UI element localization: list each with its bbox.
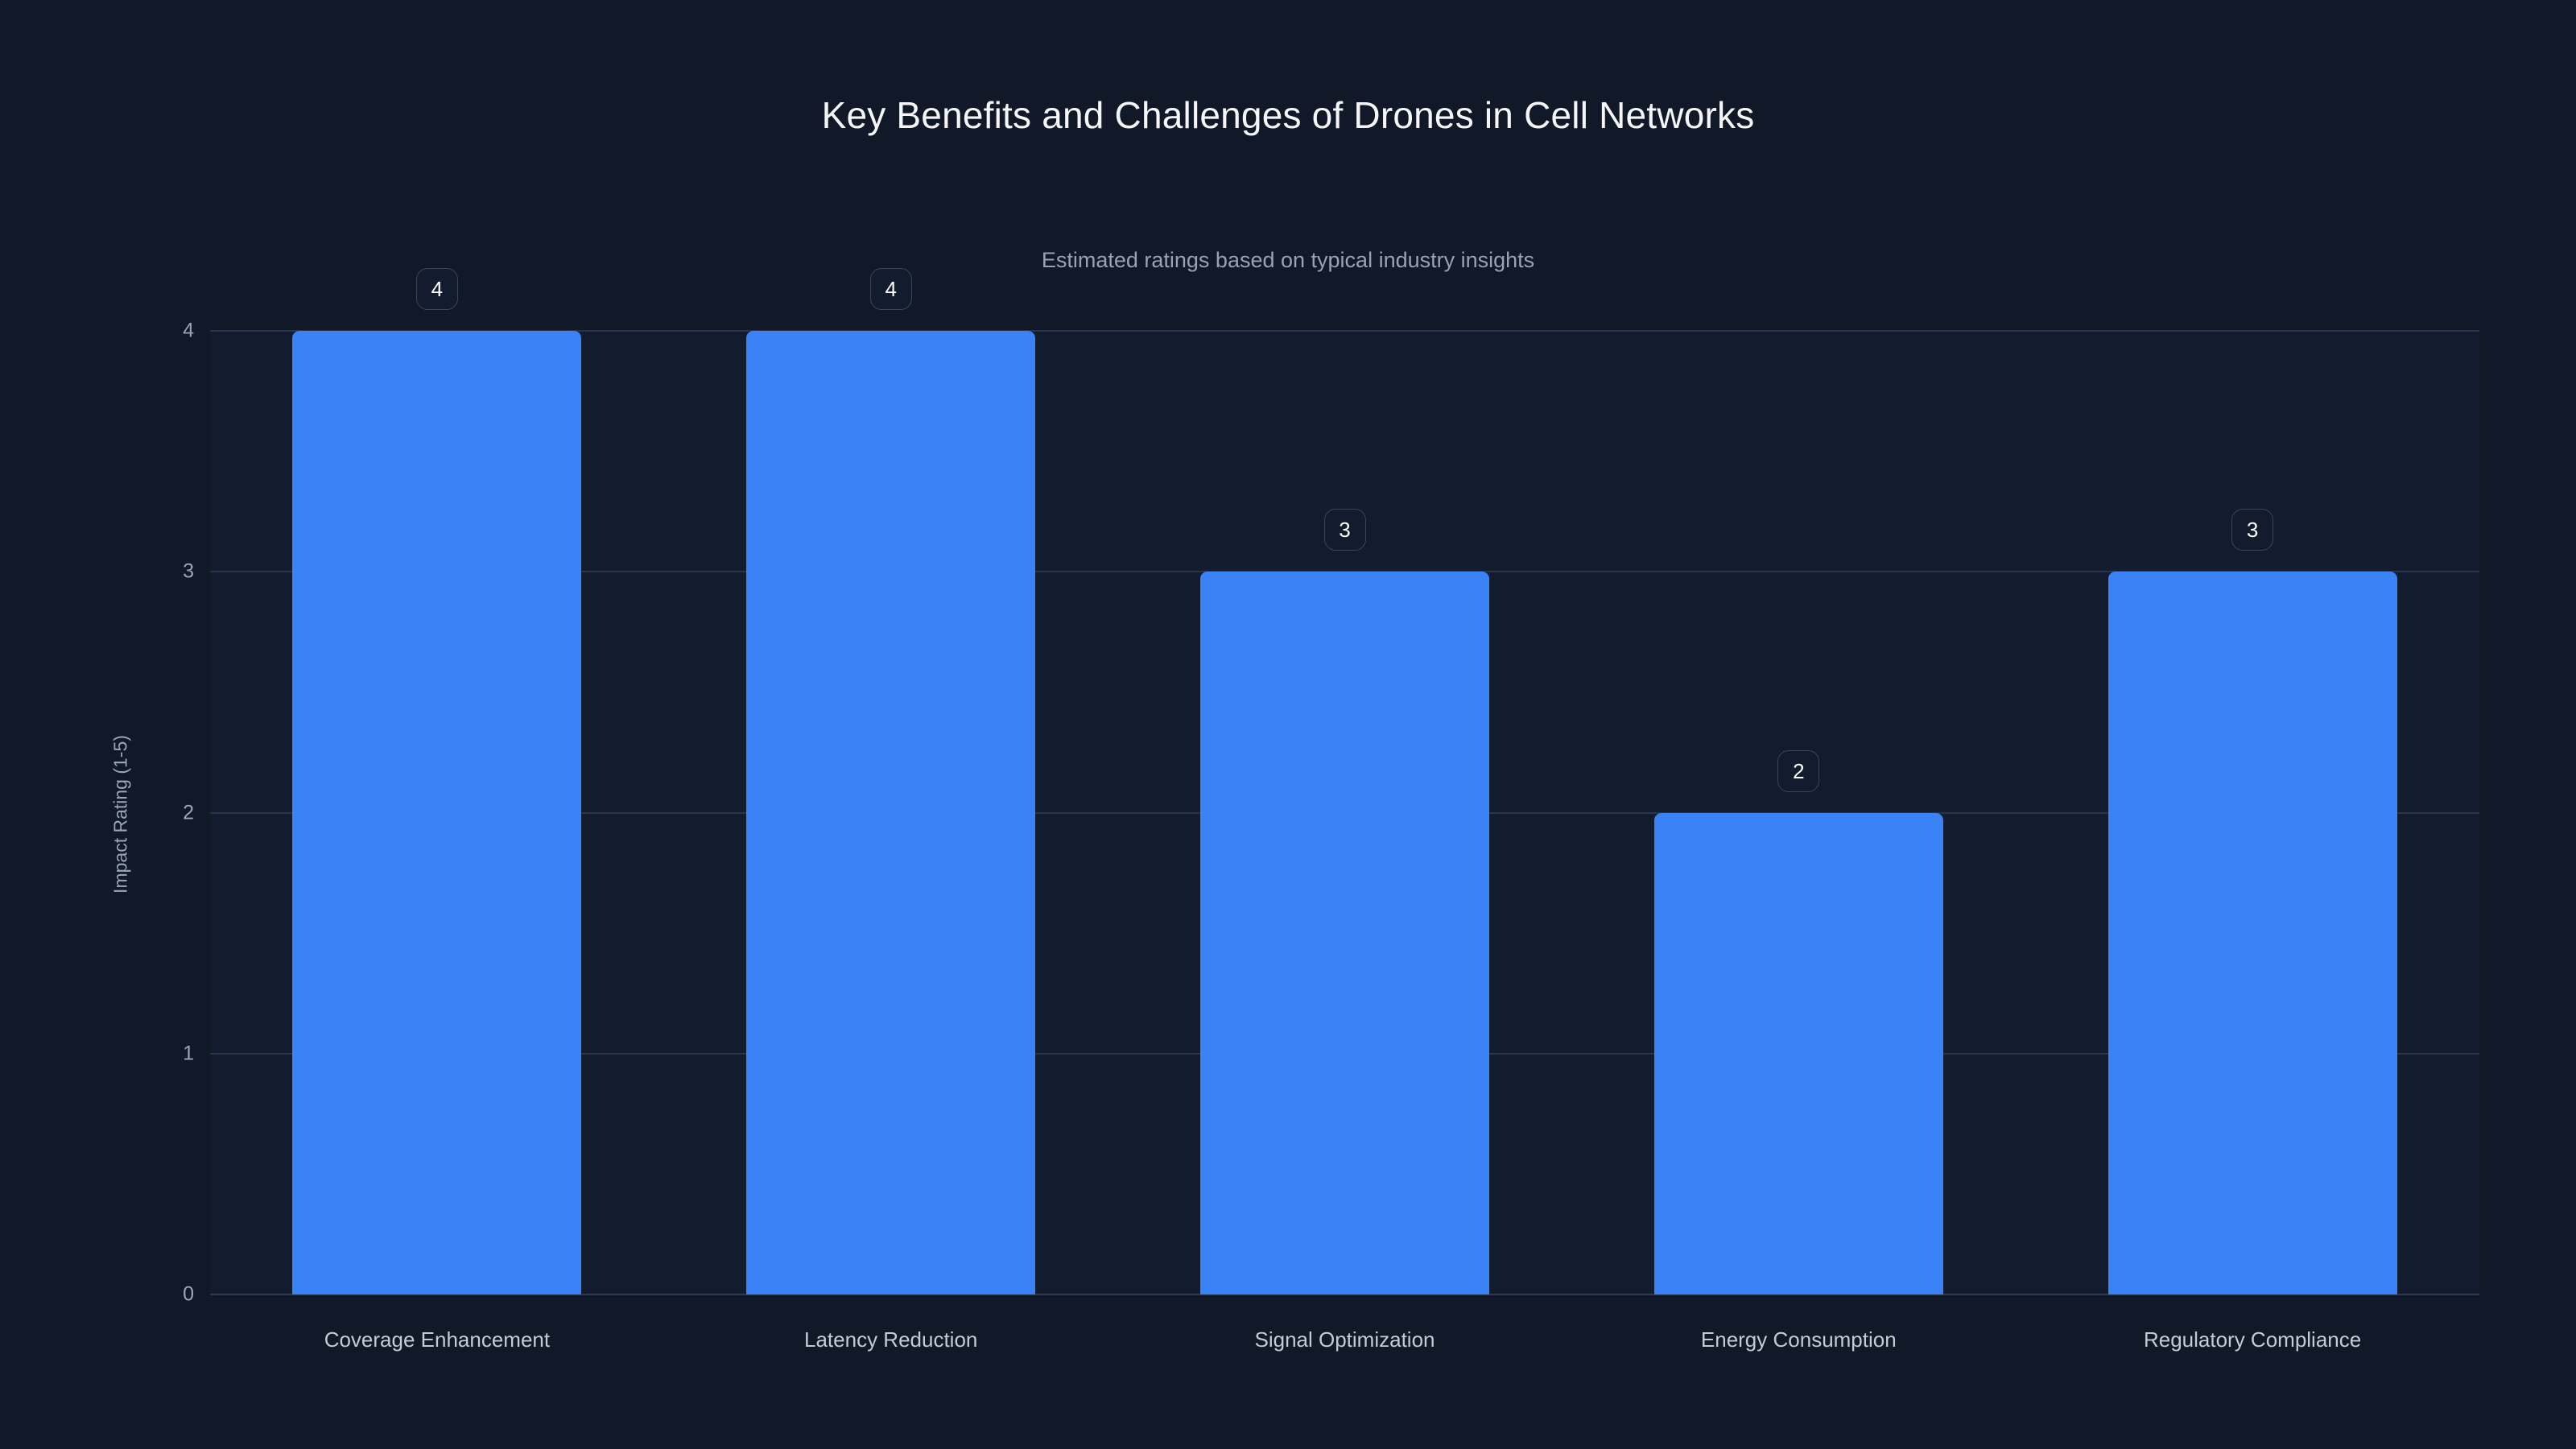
bar-value-badge: 4 [869,268,912,310]
x-tick-label: Signal Optimization [1254,1327,1435,1352]
bar[interactable] [1200,572,1489,1294]
bar-value-badge: 3 [1323,509,1366,551]
x-tick-label: Coverage Enhancement [324,1327,551,1352]
bar-value-badge: 3 [2231,509,2274,551]
gridline-0 [210,1294,2479,1295]
chart-subtitle: Estimated ratings based on typical indus… [1041,248,1535,272]
bar[interactable] [1653,812,1943,1294]
y-tick-label: 1 [183,1042,194,1065]
x-tick-label: Energy Consumption [1700,1327,1897,1352]
y-tick-label: 0 [183,1282,194,1306]
y-axis-title: Impact Rating (1-5) [109,734,131,894]
chart-title: Key Benefits and Challenges of Drones in… [821,94,1755,136]
y-tick-label: 2 [183,801,194,824]
bar[interactable] [292,331,582,1294]
bar-value-badge: 2 [1777,749,1820,792]
y-tick-label: 3 [183,559,194,583]
plot-area [210,330,2479,1295]
x-tick-label: Latency Reduction [804,1327,978,1352]
bar[interactable] [746,331,1036,1294]
y-tick-label: 4 [183,319,194,342]
gridline-4 [210,330,2479,332]
bar-value-badge: 4 [415,268,458,310]
x-tick-label: Regulatory Compliance [2143,1327,2362,1352]
bar[interactable] [2107,572,2397,1294]
